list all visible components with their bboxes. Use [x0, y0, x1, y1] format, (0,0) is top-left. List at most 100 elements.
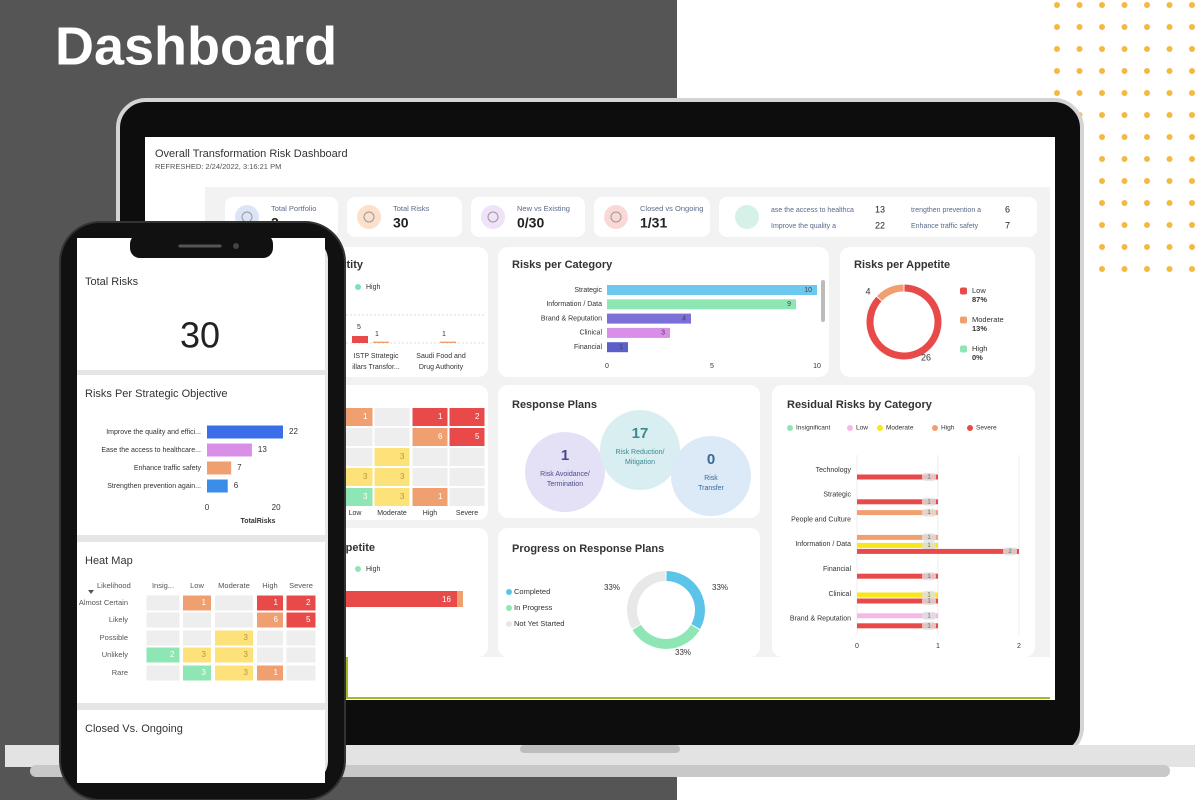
x-tick-label: 0 — [855, 643, 859, 650]
bar-label-pill — [922, 611, 936, 620]
dot — [1076, 2, 1083, 8]
legend-label: Moderate — [972, 315, 1004, 324]
heat-cell — [257, 612, 283, 628]
dot — [1054, 24, 1060, 30]
y-tick-label: Ease the access to healthcare... — [101, 447, 201, 454]
heat-cell — [412, 468, 448, 486]
dot — [1144, 178, 1150, 184]
bar — [440, 341, 456, 343]
y-tick-label: Brand & Reputation — [790, 616, 851, 623]
dot — [1099, 46, 1105, 52]
legend-label: High — [972, 344, 987, 353]
dot — [1099, 90, 1105, 96]
bar-label: 2 — [1008, 549, 1012, 555]
dot — [1121, 222, 1128, 228]
heat-cell-label: 3 — [244, 650, 249, 659]
bar — [207, 443, 252, 457]
dot — [1189, 178, 1195, 184]
heat-cell — [412, 488, 448, 506]
bar — [857, 598, 938, 604]
bar-label: 10 — [804, 287, 812, 294]
dot — [1144, 134, 1150, 140]
dot — [1099, 266, 1105, 272]
legend-swatch — [506, 589, 512, 595]
dot — [1076, 68, 1083, 74]
legend-swatch — [355, 566, 361, 572]
bar-label: 1 — [927, 543, 931, 549]
x-tick-label: 2 — [1017, 643, 1021, 650]
heat-cell — [412, 448, 448, 466]
heat-cell — [183, 630, 211, 646]
dot — [1144, 90, 1150, 96]
legend-label: Moderate — [886, 425, 914, 432]
kpi-icon — [735, 205, 759, 229]
bar-label: 1 — [927, 599, 931, 605]
bar-label: 1 — [927, 593, 931, 599]
heat-cell — [374, 408, 410, 426]
bar — [857, 534, 938, 540]
dot — [1189, 266, 1195, 272]
heat-cell — [183, 647, 211, 663]
dot — [1166, 178, 1173, 184]
phone-title: Closed Vs. Ongoing — [85, 723, 183, 735]
data-label: 4 — [865, 286, 870, 296]
sort-icon — [88, 590, 94, 594]
bubble-label: Mitigation — [625, 459, 655, 466]
dot — [1166, 156, 1173, 162]
legend-swatch — [960, 287, 967, 295]
data-label: 33% — [675, 648, 691, 657]
kpi-icon-ring — [487, 211, 499, 223]
donut-segment — [632, 624, 700, 649]
dot — [1144, 112, 1150, 118]
dot — [1166, 46, 1173, 52]
bar-label-pill — [922, 621, 936, 630]
dot — [1076, 90, 1083, 96]
bar — [373, 341, 389, 343]
x-tick-label: 1 — [936, 643, 940, 650]
dot — [1166, 134, 1173, 140]
dot — [1144, 156, 1150, 162]
heat-cell-label: 3 — [363, 492, 368, 501]
dot — [1121, 112, 1128, 118]
dot — [1166, 90, 1173, 96]
legend-label: High — [366, 566, 381, 573]
heat-cell — [215, 647, 253, 663]
dot — [1144, 244, 1150, 250]
heat-cell-label: 1 — [274, 668, 279, 677]
panel — [498, 247, 829, 377]
bar-label: 1 — [927, 475, 931, 481]
kpi-label: Total Portfolio — [271, 204, 316, 213]
heat-cell-label: 5 — [475, 432, 480, 441]
heat-cell — [286, 647, 316, 663]
dot — [1144, 24, 1150, 30]
heat-cell — [374, 448, 410, 466]
kpi-icon — [357, 205, 381, 229]
bar-label: 6 — [234, 481, 239, 490]
kpi-label: Total Risks — [393, 204, 430, 213]
heat-cell — [146, 612, 180, 628]
heat-cell — [412, 428, 448, 446]
column-label: Severe — [456, 510, 478, 517]
donut-segment — [866, 284, 942, 360]
column-label: High — [423, 510, 438, 517]
row-label: Rare — [112, 668, 128, 677]
row-label: Possible — [100, 633, 128, 642]
bubble-label: Risk Avoidance/ — [540, 471, 590, 478]
phone-panel — [77, 238, 325, 370]
dot — [1054, 68, 1060, 74]
bar-label: 3 — [661, 330, 665, 337]
heat-cell — [146, 647, 180, 663]
bubble-value: 0 — [707, 451, 715, 468]
bar-label: 1 — [375, 331, 379, 338]
heat-cell — [449, 448, 485, 466]
y-tick-label: Technology — [816, 467, 852, 474]
heat-cell — [286, 630, 316, 646]
bar-label: 9 — [787, 301, 791, 308]
bar-label: 16 — [442, 595, 451, 604]
legend-label: Completed — [514, 587, 550, 596]
legend-value: 13% — [972, 324, 987, 333]
heat-cell — [183, 612, 211, 628]
heat-cell-label: 3 — [244, 633, 249, 642]
heat-cell-label: 1 — [363, 412, 368, 421]
kpi-icon — [604, 205, 628, 229]
